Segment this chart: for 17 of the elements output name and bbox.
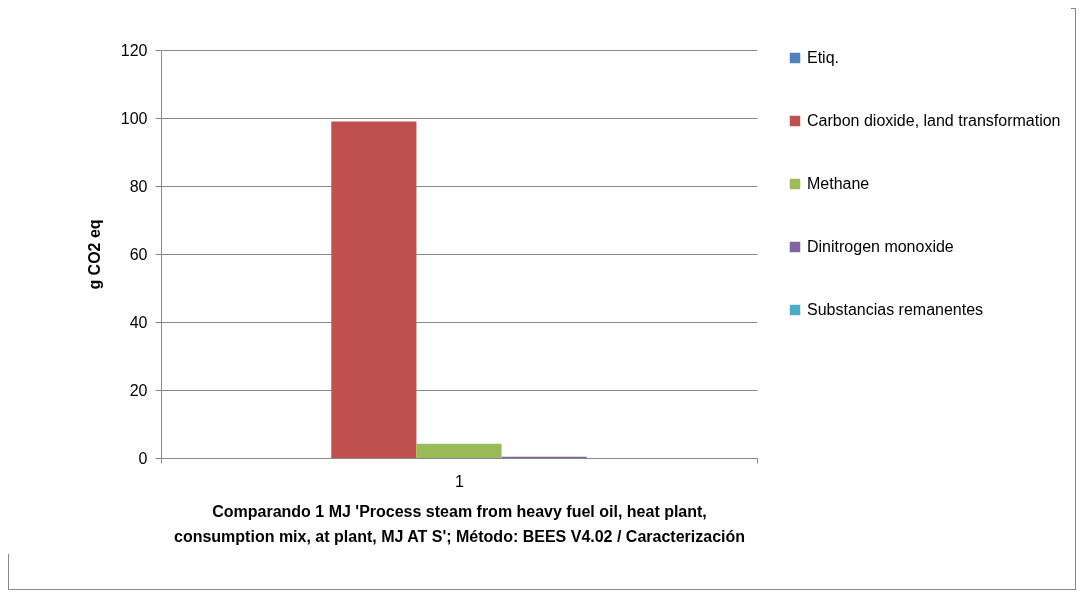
y-tick-label: 20 xyxy=(129,381,148,399)
x-axis-title: Comparando 1 MJ 'Process steam from heavy fuel oil, heat plant, consumption mix, at plant, MJ AT S'; Método: BEES V4.02 / Caracterización xyxy=(173,502,746,545)
legend-label: Methane xyxy=(807,175,870,192)
x-tick-label: 1 xyxy=(455,472,465,490)
legend-label: Substancias remanentes xyxy=(807,301,984,318)
legend-label: Etiq. xyxy=(807,49,840,66)
y-tick-label: 60 xyxy=(129,245,148,263)
y-tick-label: 80 xyxy=(129,177,148,195)
y-tick-label: 0 xyxy=(138,449,148,467)
legend-label: Dinitrogen monoxide xyxy=(807,238,954,255)
y-tick-label: 120 xyxy=(120,41,148,59)
legend-label: Carbon dioxide, land transformation xyxy=(807,112,1061,129)
y-tick-label: 100 xyxy=(120,109,148,127)
y-tick-label: 40 xyxy=(129,313,148,331)
y-axis-title: g CO2 eq xyxy=(85,219,103,290)
bar xyxy=(416,443,502,458)
bar xyxy=(331,121,417,458)
